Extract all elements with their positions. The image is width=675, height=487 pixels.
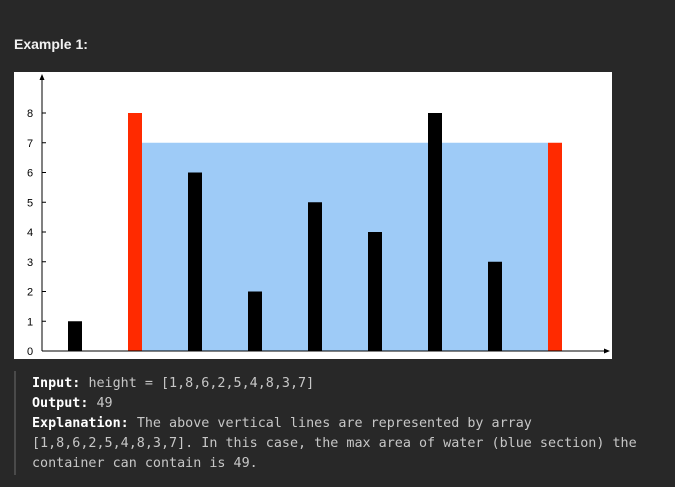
- height-bar: [368, 232, 382, 351]
- chart-container: 0 1 2 3 4 5 6 7 8: [14, 72, 612, 359]
- y-tick-label: 5: [27, 197, 33, 209]
- y-tick-label: 4: [27, 227, 33, 239]
- y-tick-label: 6: [27, 168, 33, 180]
- height-bar: [248, 291, 262, 351]
- output-value: 49: [96, 396, 113, 411]
- input-value: height = [1,8,6,2,5,4,8,3,7]: [88, 376, 315, 391]
- explanation-text-1: The above vertical lines are represented…: [136, 416, 532, 431]
- height-bar: [428, 113, 442, 351]
- x-axis-arrow: [604, 348, 610, 354]
- input-key: Input:: [32, 376, 81, 391]
- water-area: [142, 142, 548, 351]
- explanation-key: Explanation:: [32, 416, 129, 431]
- example-title: Example 1:: [14, 36, 88, 52]
- y-tick-label: 1: [27, 316, 33, 328]
- water-container-chart: 0 1 2 3 4 5 6 7 8: [27, 74, 610, 358]
- height-bar: [68, 321, 82, 351]
- y-tick-label: 0: [27, 346, 33, 358]
- output-line: Output: 49: [32, 394, 669, 414]
- y-tick-label: 8: [27, 108, 33, 120]
- explanation-line-2: [1,8,6,2,5,4,8,3,7]. In this case, the m…: [32, 436, 637, 451]
- y-tick-label: 2: [27, 287, 33, 299]
- explanation-line-3: container can contain is 49.: [32, 456, 258, 471]
- input-line: Input: height = [1,8,6,2,5,4,8,3,7]: [32, 374, 669, 394]
- example-block: Input: height = [1,8,6,2,5,4,8,3,7] Outp…: [14, 371, 669, 475]
- height-bar: [308, 202, 322, 351]
- container-bar: [548, 142, 562, 351]
- y-tick-label: 7: [27, 138, 33, 150]
- y-tick-label: 3: [27, 257, 33, 269]
- output-key: Output:: [32, 396, 89, 411]
- y-axis-arrow: [39, 74, 45, 80]
- explanation-line-1: Explanation: The above vertical lines ar…: [32, 414, 669, 434]
- height-bar: [188, 172, 202, 351]
- container-bar: [128, 113, 142, 351]
- height-bar: [488, 261, 502, 351]
